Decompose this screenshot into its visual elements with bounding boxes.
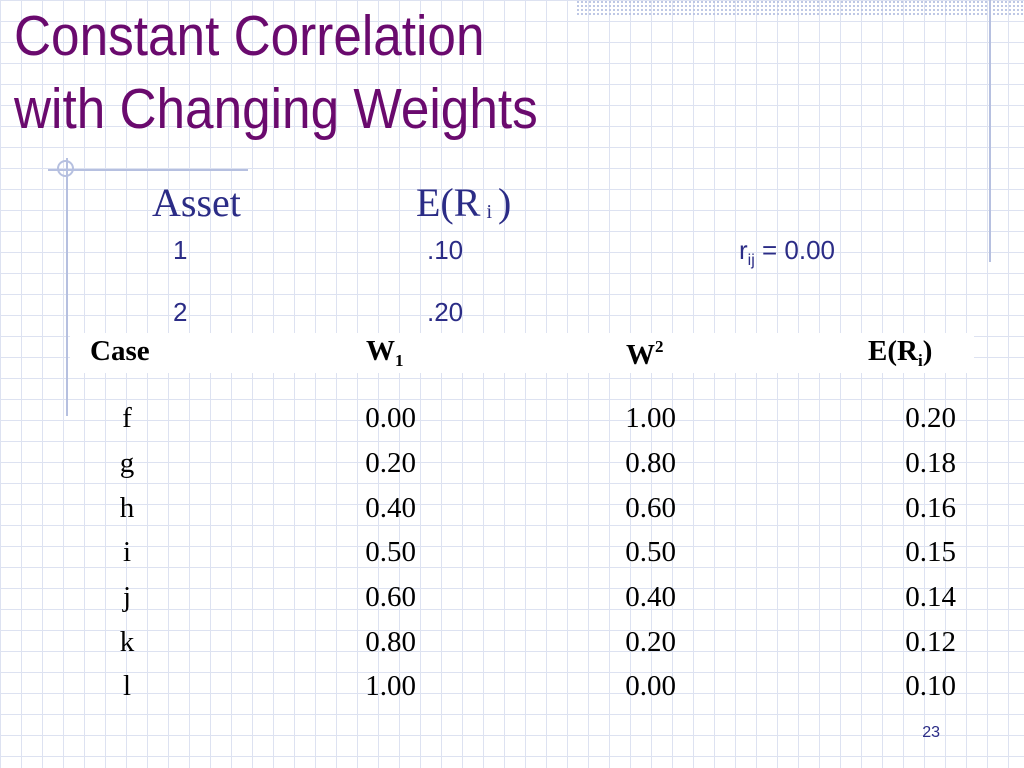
- er-subscript: i: [486, 201, 492, 223]
- asset-column-label: Asset: [152, 180, 241, 225]
- expected-return-label: E(R i): [416, 181, 511, 234]
- page-number: 23: [922, 724, 940, 741]
- cell-w2: 1.00: [625, 402, 676, 434]
- table-header-row: [70, 333, 974, 373]
- slide-title: Constant Correlation with Changing Weigh…: [14, 0, 538, 146]
- header-er: E(Ri): [868, 334, 932, 378]
- cell-w2: 0.60: [625, 492, 676, 524]
- header-w2-sup: 2: [655, 337, 664, 356]
- cell-er: 0.18: [905, 447, 956, 479]
- cell-w1: 0.50: [365, 536, 416, 568]
- title-line-2: with Changing Weights: [14, 77, 538, 141]
- decorative-vertical-line: [66, 158, 68, 416]
- cell-er: 0.12: [905, 626, 956, 658]
- cell-w2: 0.50: [625, 536, 676, 568]
- er-suffix: ): [498, 180, 512, 225]
- cell-w1: 0.40: [365, 492, 416, 524]
- cell-w1: 0.60: [365, 581, 416, 613]
- header-er-sub: i: [917, 351, 923, 370]
- correlation-symbol: r: [739, 235, 748, 265]
- correlation-value: = 0.00: [754, 235, 836, 265]
- header-case: Case: [90, 335, 150, 367]
- cell-w1: 0.00: [365, 402, 416, 434]
- correlation-subscript: ij: [747, 252, 755, 269]
- cell-case: f: [122, 402, 132, 434]
- decorative-horizontal-line: [48, 169, 248, 171]
- cell-w2: 0.80: [625, 447, 676, 479]
- cell-w2: 0.40: [625, 581, 676, 613]
- cell-w2: 0.00: [625, 670, 676, 702]
- cell-case: k: [119, 626, 135, 658]
- cell-er: 0.15: [905, 536, 956, 568]
- correlation-label: rij = 0.00: [739, 235, 835, 276]
- er-prefix: E(R: [416, 180, 481, 225]
- header-er-end: ): [922, 335, 933, 367]
- asset-1-id: 1: [173, 235, 188, 265]
- asset-1-return: .10: [427, 235, 464, 265]
- cell-er: 0.14: [905, 581, 956, 613]
- cell-w1: 0.20: [365, 447, 416, 479]
- cell-case: i: [122, 536, 132, 568]
- cell-w1: 0.80: [365, 626, 416, 658]
- title-line-1: Constant Correlation: [14, 4, 485, 68]
- header-w1-sub: 1: [395, 351, 404, 370]
- cell-w1: 1.00: [365, 670, 416, 702]
- cell-w2: 0.20: [625, 626, 676, 658]
- decorative-circle: [57, 160, 74, 177]
- cell-er: 0.20: [905, 402, 956, 434]
- cell-case: j: [122, 581, 132, 613]
- right-accent-rule: [989, 0, 991, 262]
- cell-er: 0.16: [905, 492, 956, 524]
- cell-case: l: [122, 670, 132, 702]
- header-w1: W1: [366, 334, 404, 378]
- cell-case: g: [119, 447, 135, 479]
- cell-case: h: [119, 492, 135, 524]
- header-w1-base: W: [366, 335, 395, 367]
- asset-2-id: 2: [173, 297, 188, 327]
- header-dotted-strip: [576, 0, 1024, 15]
- cell-er: 0.10: [905, 670, 956, 702]
- asset-2-return: .20: [427, 297, 464, 327]
- header-w2-base: W: [626, 339, 655, 371]
- header-w2: W2: [626, 330, 664, 372]
- header-er-base: E(R: [868, 335, 918, 367]
